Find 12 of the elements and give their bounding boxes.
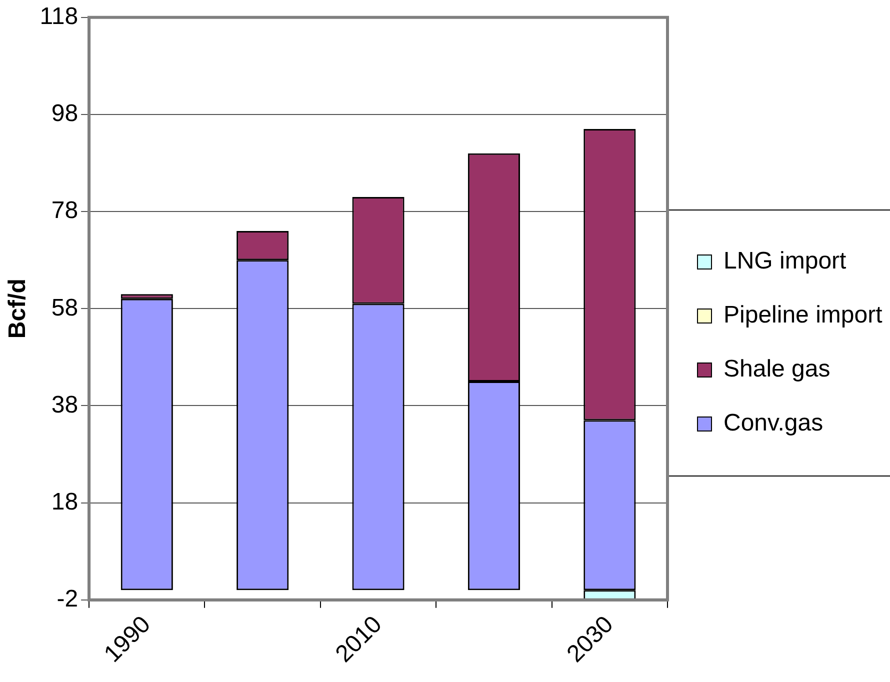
y-tick-label: 98 (51, 100, 78, 128)
legend-label: Pipeline import (724, 302, 883, 329)
y-tick-label: 18 (51, 488, 78, 516)
y-axis-title: Bcf/d (4, 278, 32, 339)
y-tick-label: -2 (56, 586, 78, 613)
legend-label: Shale gas (724, 356, 830, 383)
legend-label: LNG import (724, 248, 847, 275)
y-tick-label: 78 (51, 197, 78, 224)
y-tick-label: 118 (40, 3, 78, 30)
y-tick-label: 38 (51, 391, 78, 418)
y-tick-label: 58 (51, 294, 78, 322)
legend-label: Conv.gas (724, 410, 824, 437)
